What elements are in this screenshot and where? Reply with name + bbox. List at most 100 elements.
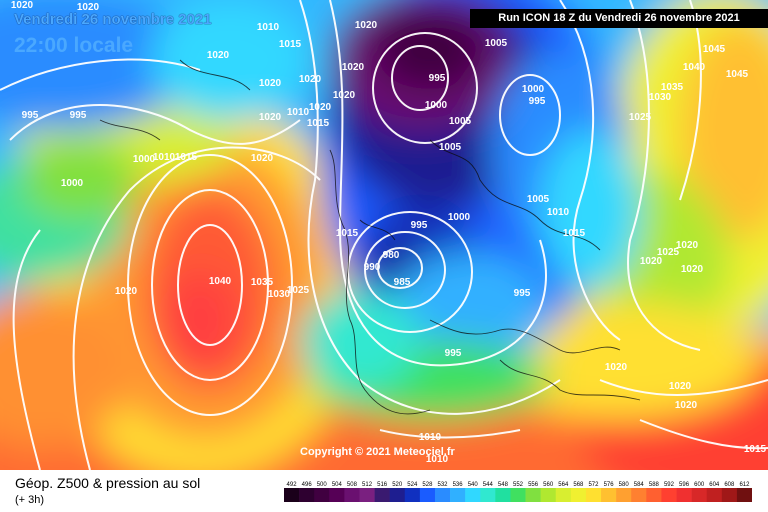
scale-label: 560 <box>543 482 554 488</box>
isobar-label: 1000 <box>522 84 545 95</box>
forecast-time: 22:00 locale <box>14 34 134 57</box>
scale-label: 496 <box>302 482 313 488</box>
isobar-lines <box>0 0 768 470</box>
isobar-label: 1035 <box>661 82 684 93</box>
scale-label: 524 <box>407 482 418 488</box>
isobar-label: 1000 <box>425 100 448 111</box>
forecast-date: Vendredi 26 novembre 2021 <box>14 11 212 28</box>
isobar-label: 1020 <box>251 153 274 164</box>
scale-swatch <box>570 488 587 502</box>
isobar-label: 1020 <box>669 381 692 392</box>
scale-label: 508 <box>347 482 358 488</box>
color-scale-legend: 492 496 500 504 508 512 516 520 524 528 532 536 540 5… <box>284 482 752 502</box>
scale-swatch <box>540 488 557 502</box>
scale-label: 600 <box>694 482 705 488</box>
isobar-label: 995 <box>514 288 531 299</box>
scale-swatch <box>284 488 300 502</box>
isobar-label: 1015 <box>744 444 767 455</box>
isobar-label: 1030 <box>649 92 672 103</box>
isobar-label: 1015 <box>563 228 586 239</box>
scale-swatch <box>329 488 345 502</box>
scale-label: 568 <box>573 482 584 488</box>
isobar-label: 1015 <box>175 152 198 163</box>
scale-swatch <box>495 488 511 502</box>
isobar-label: 1045 <box>726 69 749 80</box>
isobar-label: 1010 <box>287 107 310 118</box>
isobar-labels: 1020 102010101015102010201020102010201020… <box>11 0 767 465</box>
isobar-label: 995 <box>70 110 87 121</box>
isobar-label: 1005 <box>527 194 550 205</box>
isobar-label: 1015 <box>279 39 302 50</box>
scale-label: 564 <box>558 482 569 488</box>
isobar-label: 980 <box>383 250 400 261</box>
scale-label: 588 <box>649 482 660 488</box>
isobar-label: 1000 <box>61 178 84 189</box>
isobar-label: 995 <box>429 73 446 84</box>
scale-swatch <box>646 488 662 502</box>
isobar-label: 1040 <box>209 276 232 287</box>
isobar-label: 1005 <box>449 116 472 127</box>
isobar-label: 1040 <box>683 62 706 73</box>
scale-label: 556 <box>528 482 539 488</box>
scale-label: 584 <box>634 482 645 488</box>
isobar-label: 1000 <box>448 212 471 223</box>
scale-label: 492 <box>287 482 298 488</box>
isobar-label: 995 <box>529 96 546 107</box>
isobar-label: 1005 <box>485 38 508 49</box>
geopotential-field <box>0 0 768 470</box>
scale-swatch <box>736 488 752 502</box>
isobar-label: 1010 <box>153 152 176 163</box>
scale-swatch <box>510 488 526 502</box>
scale-label: 516 <box>377 482 388 488</box>
scale-label: 528 <box>422 482 433 488</box>
scale-label: 572 <box>588 482 599 488</box>
scale-swatch <box>374 488 390 502</box>
scale-label: 552 <box>513 482 524 488</box>
scale-swatch <box>434 488 451 502</box>
isobar-label: 1030 <box>268 289 291 300</box>
isobar-label: 1020 <box>342 62 365 73</box>
scale-label: 548 <box>498 482 509 488</box>
isobar-label: 1020 <box>333 90 356 101</box>
scale-label: 532 <box>438 482 449 488</box>
isobar-label: 1020 <box>355 20 378 31</box>
isobar-label: 1020 <box>259 78 282 89</box>
scale-label: 500 <box>317 482 328 488</box>
isobar-label: 1020 <box>115 286 138 297</box>
scale-label: 504 <box>332 482 343 488</box>
scale-swatch <box>676 488 692 502</box>
model-run-label: Run ICON 18 Z du Vendredi 26 novembre 20… <box>470 9 768 28</box>
scale-label: 576 <box>604 482 615 488</box>
scale-label: 608 <box>724 482 735 488</box>
scale-swatch <box>601 488 617 502</box>
scale-label: 540 <box>468 482 479 488</box>
isobar-label: 1020 <box>640 256 663 267</box>
isobar-label: 1020 <box>675 400 698 411</box>
isobar-label: 1010 <box>257 22 280 33</box>
isobar-label: 1015 <box>336 228 359 239</box>
isobar-label: 1015 <box>307 118 330 129</box>
scale-swatch <box>480 488 496 502</box>
isobar-label: 1020 <box>676 240 699 251</box>
isobar-label: 1005 <box>439 142 462 153</box>
map-title: Géop. Z500 & pression au sol <box>15 475 201 491</box>
scale-swatch <box>706 488 723 502</box>
scale-swatch <box>450 488 466 502</box>
isobar-label: 995 <box>445 348 462 359</box>
isobar-label: 1025 <box>657 247 680 258</box>
scale-label: 536 <box>453 482 464 488</box>
scale-swatch <box>404 488 421 502</box>
scale-swatch <box>344 488 360 502</box>
isobar-label: 1025 <box>629 112 652 123</box>
weather-map: 1020 102010101015102010201020102010201020… <box>0 0 768 470</box>
isobar-label: 1010 <box>419 432 442 443</box>
scale-swatch <box>525 488 541 502</box>
scale-swatch <box>465 488 481 502</box>
scale-swatch <box>616 488 632 502</box>
isobar-label: 1010 <box>547 207 570 218</box>
scale-label: 520 <box>392 482 403 488</box>
isobar-label: 1020 <box>681 264 704 275</box>
isobar-label: 995 <box>22 110 39 121</box>
isobar-label: 1020 <box>309 102 332 113</box>
scale-label: 544 <box>483 482 494 488</box>
